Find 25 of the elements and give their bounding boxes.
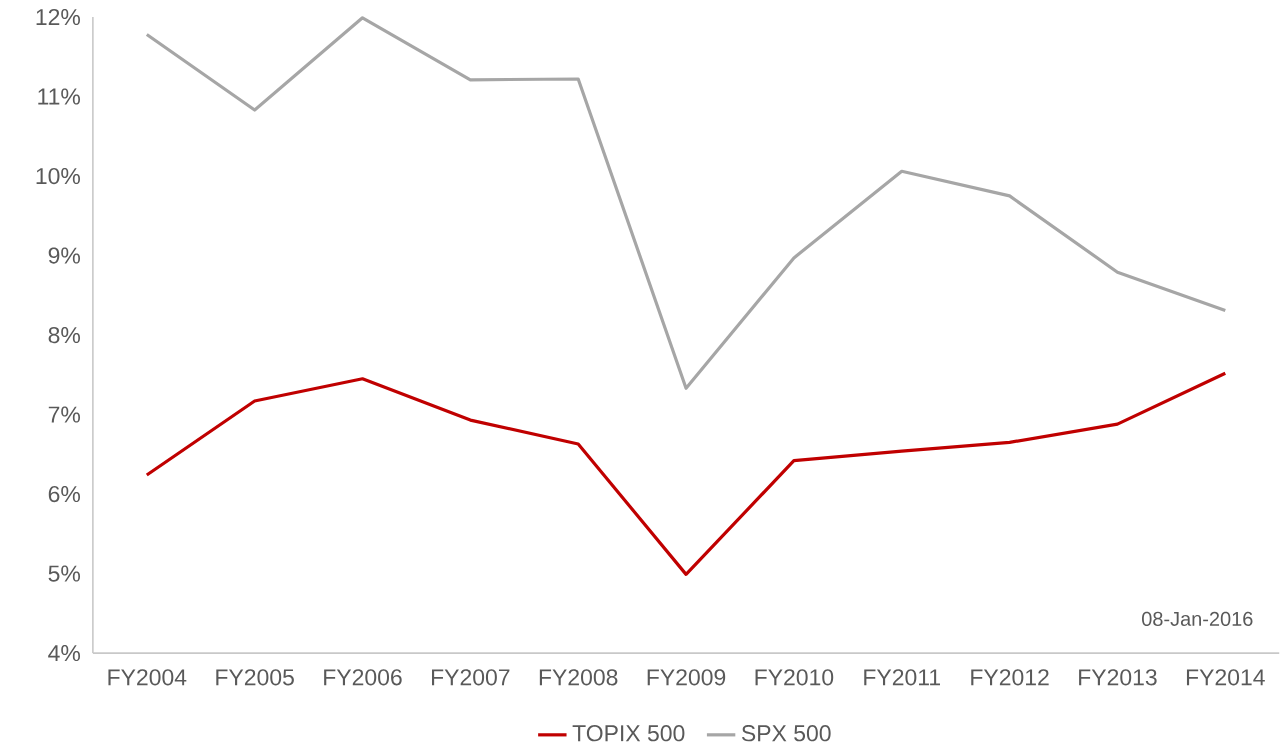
line-series: [145, 16, 1227, 391]
line-series: [145, 371, 1227, 577]
y-tick-label: 6%: [48, 486, 81, 503]
x-tick-label: FY2006: [324, 669, 402, 686]
x-tick-label: FY2007: [432, 669, 510, 686]
legend-label: TOPIX 500: [572, 725, 685, 742]
y-tick-label: 12%: [36, 9, 80, 26]
x-tick-label: FY2012: [971, 669, 1049, 686]
x-tick-label: FY2011: [864, 669, 940, 686]
y-tick-label: 8%: [48, 327, 81, 344]
y-tick-label: 9%: [48, 247, 81, 264]
x-tick-label: FY2005: [216, 669, 294, 686]
y-tick-label: 5%: [48, 565, 81, 582]
y-tick-label: 7%: [48, 406, 81, 423]
x-tick-label: FY2010: [755, 669, 834, 686]
y-tick-label: 11%: [38, 88, 81, 105]
annotation: 08-Jan-2016: [1142, 612, 1253, 627]
x-tick-label: FY2014: [1186, 669, 1265, 686]
x-tick-label: FY2013: [1079, 669, 1157, 686]
legend-label: SPX 500: [741, 725, 831, 742]
y-tick-label: 4%: [48, 645, 81, 662]
x-tick-label: FY2008: [539, 669, 618, 686]
x-tick-label: FY2004: [108, 669, 187, 686]
x-tick-label: FY2009: [647, 669, 726, 686]
y-tick-label: 10%: [36, 168, 80, 185]
